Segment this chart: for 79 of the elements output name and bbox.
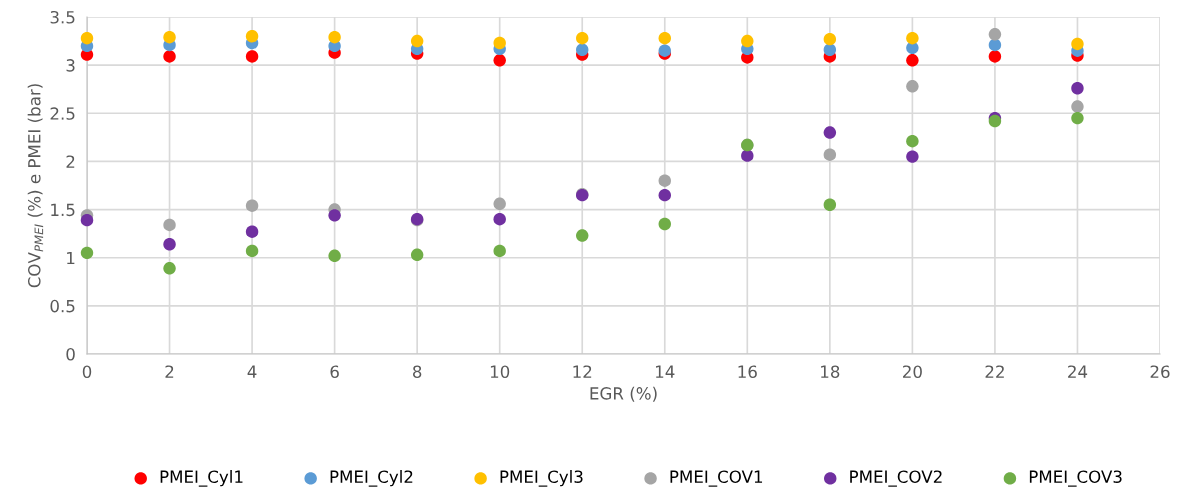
x-tick-label: 16 (738, 365, 757, 379)
point (245, 30, 259, 43)
point (163, 238, 176, 251)
point (328, 209, 341, 222)
y-tick-label: 0 (66, 347, 75, 361)
x-axis-title: EGR (%) (590, 386, 657, 402)
point (163, 50, 176, 63)
point (906, 150, 919, 163)
x-tick-label: 18 (821, 365, 840, 379)
point (741, 34, 754, 48)
point (1071, 111, 1084, 125)
legend-label: PMEI_Cyl2 (330, 470, 413, 487)
point (245, 225, 259, 238)
point (658, 188, 671, 202)
point (576, 43, 589, 56)
x-tick-label: 26 (1150, 365, 1170, 379)
y-tick-label: 3 (66, 59, 75, 72)
point (576, 31, 589, 45)
point (823, 43, 837, 56)
legend-label: PMEI_Cyl3 (500, 470, 583, 487)
point (906, 135, 919, 148)
point (823, 198, 837, 211)
point (245, 199, 259, 212)
legend-label: PMEI_COV3 (1029, 470, 1122, 487)
point (163, 218, 176, 232)
point (988, 28, 1002, 41)
x-tick-label: 24 (1068, 365, 1088, 378)
point (1071, 100, 1084, 113)
y-tick-label: 2.5 (50, 107, 75, 120)
point (988, 50, 1002, 63)
point (245, 50, 259, 63)
point (493, 36, 506, 50)
x-tick-label: 0 (82, 365, 92, 379)
y-axis-title: COV$_{PMEI}$ (%) e PMEI (bar) (27, 84, 44, 288)
x-tick-label: 20 (903, 365, 922, 379)
legend-label: PMEI_Cyl1 (160, 470, 243, 487)
point (741, 149, 754, 162)
point (906, 31, 919, 45)
point (80, 246, 94, 260)
x-tick-label: 8 (412, 365, 422, 379)
point (493, 212, 506, 226)
x-tick-label: 10 (490, 365, 510, 379)
point (245, 244, 259, 258)
point (328, 31, 341, 44)
point (658, 217, 671, 231)
point (1071, 82, 1084, 95)
x-tick-label: 6 (330, 365, 339, 379)
y-tick-label: 1 (67, 251, 75, 265)
legend-label: PMEI_COV1 (670, 470, 763, 487)
point (493, 244, 506, 258)
y-tick-label: 0.5 (50, 299, 75, 313)
legend-label: PMEI_COV2 (850, 470, 942, 487)
y-tick-label: 1.5 (51, 203, 75, 217)
y-tick-label: 2 (66, 155, 75, 168)
x-tick-label: 14 (656, 365, 675, 378)
point (906, 54, 919, 67)
point (658, 174, 671, 187)
point (823, 32, 837, 46)
point (988, 38, 1002, 52)
point (493, 54, 506, 67)
point (1071, 37, 1084, 51)
point (906, 80, 919, 93)
x-tick-label: 4 (247, 365, 257, 378)
point (576, 229, 589, 242)
point (493, 197, 506, 211)
y-tick-label: 3.5 (50, 10, 75, 24)
x-tick-label: 12 (573, 365, 592, 378)
point (410, 248, 424, 262)
point (163, 262, 176, 275)
point (410, 34, 424, 48)
point (328, 249, 341, 262)
point (163, 31, 176, 44)
x-tick-label: 22 (985, 365, 1004, 378)
point (658, 31, 671, 45)
point (80, 213, 94, 227)
point (80, 31, 94, 45)
point (823, 148, 837, 161)
x-tick-label: 2 (165, 365, 174, 378)
point (823, 126, 837, 139)
